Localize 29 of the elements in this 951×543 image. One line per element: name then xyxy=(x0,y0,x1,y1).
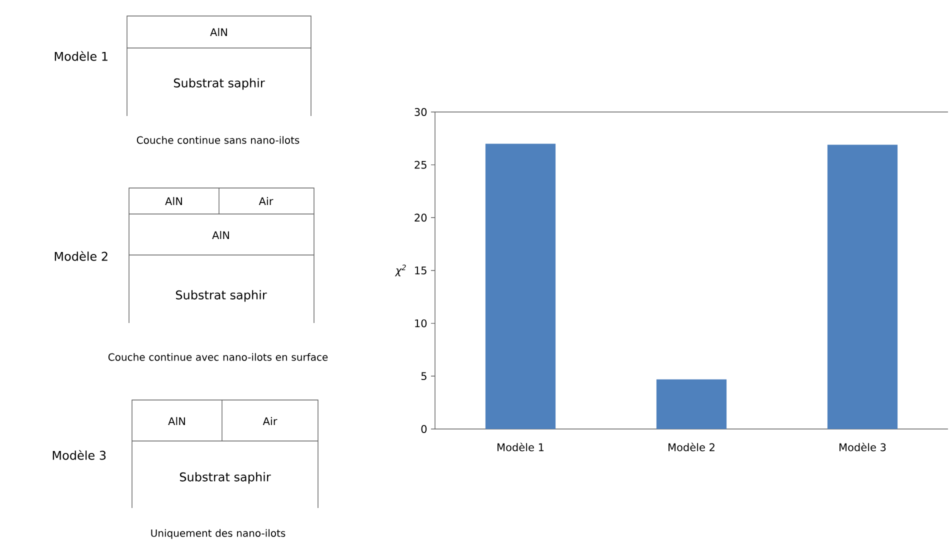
bar xyxy=(485,144,556,429)
text: Couche continue avec nano-ilots en surface xyxy=(108,353,328,361)
y-axis-title: χ$^{2}$ xyxy=(394,264,406,276)
text: AlN xyxy=(212,231,229,239)
text: Air xyxy=(258,197,274,205)
x-tick-label: Modèle 1 xyxy=(498,442,544,452)
text: Modèle 1 xyxy=(54,51,108,61)
text: Substrat saphir xyxy=(174,78,265,90)
x-tick-label: Modèle 3 xyxy=(840,442,886,452)
x-tick-label: Modèle 2 xyxy=(668,442,714,452)
text: AlN xyxy=(165,197,182,205)
text: Substrat saphir xyxy=(176,290,267,302)
text: Uniquement des nano-ilots xyxy=(151,529,286,539)
text: Air xyxy=(262,417,278,425)
text: Couche continue sans nano-ilots xyxy=(136,136,300,144)
y-tick-label: 10 xyxy=(415,319,427,328)
text: AlN xyxy=(168,417,185,425)
bar xyxy=(827,144,898,429)
y-tick-label: 25 xyxy=(414,160,426,169)
text: Modèle 2 xyxy=(54,251,108,261)
y-tick-label: 0 xyxy=(421,425,427,433)
text: AlN xyxy=(210,28,227,36)
bar xyxy=(656,379,727,429)
y-tick-label: 15 xyxy=(415,266,426,274)
y-tick-label: 30 xyxy=(414,108,427,116)
y-tick-label: 20 xyxy=(414,214,427,222)
text: Substrat saphir xyxy=(180,472,271,484)
y-tick-label: 5 xyxy=(421,372,426,380)
text: Modèle 3 xyxy=(52,450,106,460)
